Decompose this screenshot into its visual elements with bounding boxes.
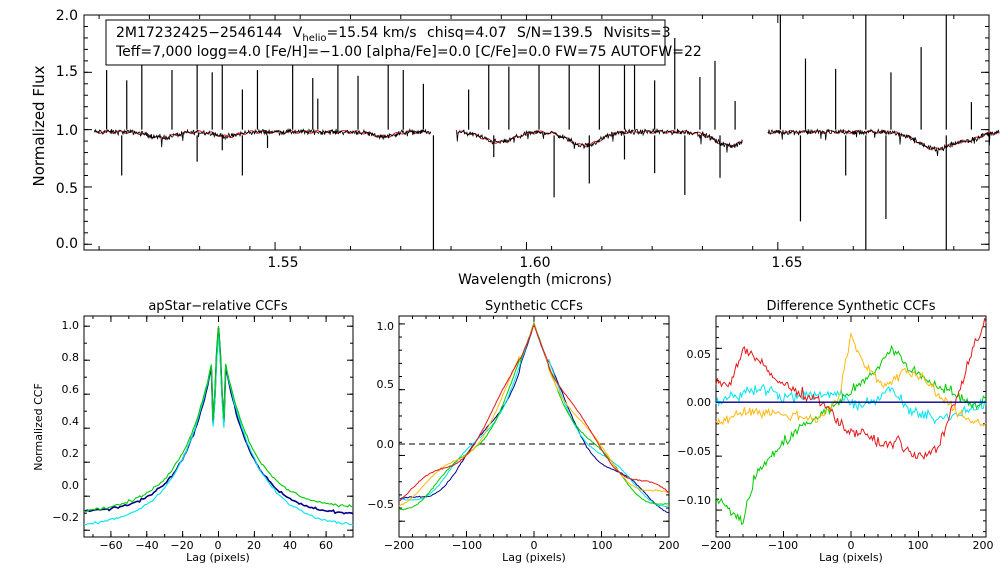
spectrum-xtick-label: 1.65 <box>771 255 802 271</box>
difference-ytick-label: −0.05 <box>677 445 711 458</box>
apstar-axes-frame <box>83 315 354 538</box>
vhelio-value: =15.54 km/s <box>327 25 417 41</box>
synthetic-ccf-panel: Synthetic CCFs −200 −100 0 100 200 −0.5 … <box>367 299 679 564</box>
observed-spectrum-line <box>455 128 743 153</box>
apstar-ccf-lines <box>83 325 354 526</box>
spectrum-ytick-label: 1.0 <box>56 123 78 139</box>
spectrum-ytick-label: 0.0 <box>56 236 78 252</box>
apstar-xtick-label: 0 <box>215 539 222 552</box>
difference-xtick-label: 100 <box>908 539 929 552</box>
observed-spectrum-line <box>767 128 1000 157</box>
object-id: 2M17232425−2546144 <box>116 25 282 41</box>
spectrum-x-axis-label: Wavelength (microns) <box>458 272 612 288</box>
difference-ytick-label: 0.00 <box>687 396 712 409</box>
sn-value: S/N=139.5 <box>517 25 593 41</box>
apstar-ccf-panel: apStar−relative CCFs −60 −40 −20 0 20 40… <box>32 299 354 564</box>
synthetic-xtick-label: 100 <box>592 539 613 552</box>
synthetic-ytick-label: −0.5 <box>367 498 394 511</box>
spectrum-xtick-label: 1.60 <box>519 255 550 271</box>
spectrum-ytick-label: 0.5 <box>56 181 78 197</box>
difference-ccf-line <box>715 344 987 526</box>
apstar-ticks <box>84 316 353 537</box>
synthetic-axes-frame <box>398 315 670 538</box>
apstar-xtick-label: 60 <box>319 539 333 552</box>
apstar-ytick-label: 0.0 <box>62 479 80 492</box>
synthetic-xtick-label: 200 <box>659 539 680 552</box>
spectrum-info-line2: Teff=7,000 logg=4.0 [Fe/H]=−1.00 [alpha/… <box>115 44 702 60</box>
synthetic-ticks <box>398 316 670 537</box>
difference-ytick-label: 0.05 <box>687 348 712 361</box>
nvisits-value: Nvisits=3 <box>603 25 670 41</box>
difference-xtick-label: 200 <box>973 539 994 552</box>
synthetic-ytick-label: 1.0 <box>377 320 395 333</box>
synthetic-ccf-lines <box>398 321 670 514</box>
spectrum-info-line1: 2M17232425−2546144 Vhelio=15.54 km/s chi… <box>116 25 671 44</box>
apstar-ytick-label: 1.0 <box>62 319 80 332</box>
apstar-ccf-line <box>83 327 354 515</box>
synthetic-title: Synthetic CCFs <box>485 299 583 314</box>
vhelio-prefix: V <box>293 25 303 41</box>
apstar-x-axis-label: Lag (pixels) <box>186 551 250 564</box>
difference-ccf-lines <box>715 318 987 526</box>
synthetic-xtick-label: 0 <box>531 539 538 552</box>
difference-xtick-label: −100 <box>768 539 798 552</box>
spectrum-xtick-label: 1.55 <box>267 255 298 271</box>
difference-xtick-label: 0 <box>848 539 855 552</box>
difference-ytick-label: −0.10 <box>677 494 711 507</box>
spectrum-ytick-label: 2.0 <box>56 8 78 24</box>
apstar-ytick-label: 0.4 <box>62 415 80 428</box>
difference-ccf-panel: Difference Synthetic CCFs −200 −100 0 10… <box>677 299 993 564</box>
apstar-y-axis-label: Normalized CCF <box>32 383 45 471</box>
synthetic-ccf-line <box>398 321 670 511</box>
apstar-ytick-label: 0.8 <box>62 351 80 364</box>
observed-spectrum-line <box>93 127 432 148</box>
apstar-ytick-label: 0.2 <box>62 447 80 460</box>
apstar-ytick-label: 0.6 <box>62 383 80 396</box>
synthetic-ytick-label: 0.5 <box>377 378 395 391</box>
vhelio-subscript: helio <box>302 33 326 44</box>
synthetic-xtick-label: −200 <box>384 539 414 552</box>
synthetic-x-axis-label: Lag (pixels) <box>502 551 566 564</box>
difference-title: Difference Synthetic CCFs <box>766 299 935 314</box>
difference-ccf-line <box>715 383 987 425</box>
spectrum-y-axis-label: Normalized Flux <box>30 65 48 186</box>
apstar-xtick-label: −60 <box>99 539 122 552</box>
difference-xtick-label: −200 <box>701 539 731 552</box>
apstar-xtick-label: −40 <box>135 539 158 552</box>
apstar-xtick-label: 20 <box>247 539 261 552</box>
synthetic-xtick-label: −100 <box>452 539 482 552</box>
apstar-xtick-label: −20 <box>170 539 193 552</box>
difference-ccf-line <box>715 331 987 427</box>
synthetic-spectrum-line <box>767 130 1000 151</box>
difference-x-axis-label: Lag (pixels) <box>819 551 883 564</box>
apstar-ccf-line <box>83 335 354 526</box>
apstar-ytick-label: −0.2 <box>52 511 79 524</box>
apstar-title: apStar−relative CCFs <box>148 299 288 314</box>
spectrum-panel: 1.55 1.60 1.65 0.0 0.5 1.0 1.5 2.0 Wavel… <box>30 8 1000 288</box>
apstar-ccf-line <box>83 325 354 513</box>
synthetic-ytick-label: 0.0 <box>377 438 395 451</box>
synthetic-ccf-line <box>398 323 670 502</box>
spectrum-info-box <box>105 19 666 66</box>
chisq-value: chisq=4.07 <box>427 25 507 41</box>
spectrum-ytick-label: 1.5 <box>56 64 78 80</box>
apstar-xtick-label: 40 <box>283 539 297 552</box>
difference-ccf-line <box>715 318 987 461</box>
